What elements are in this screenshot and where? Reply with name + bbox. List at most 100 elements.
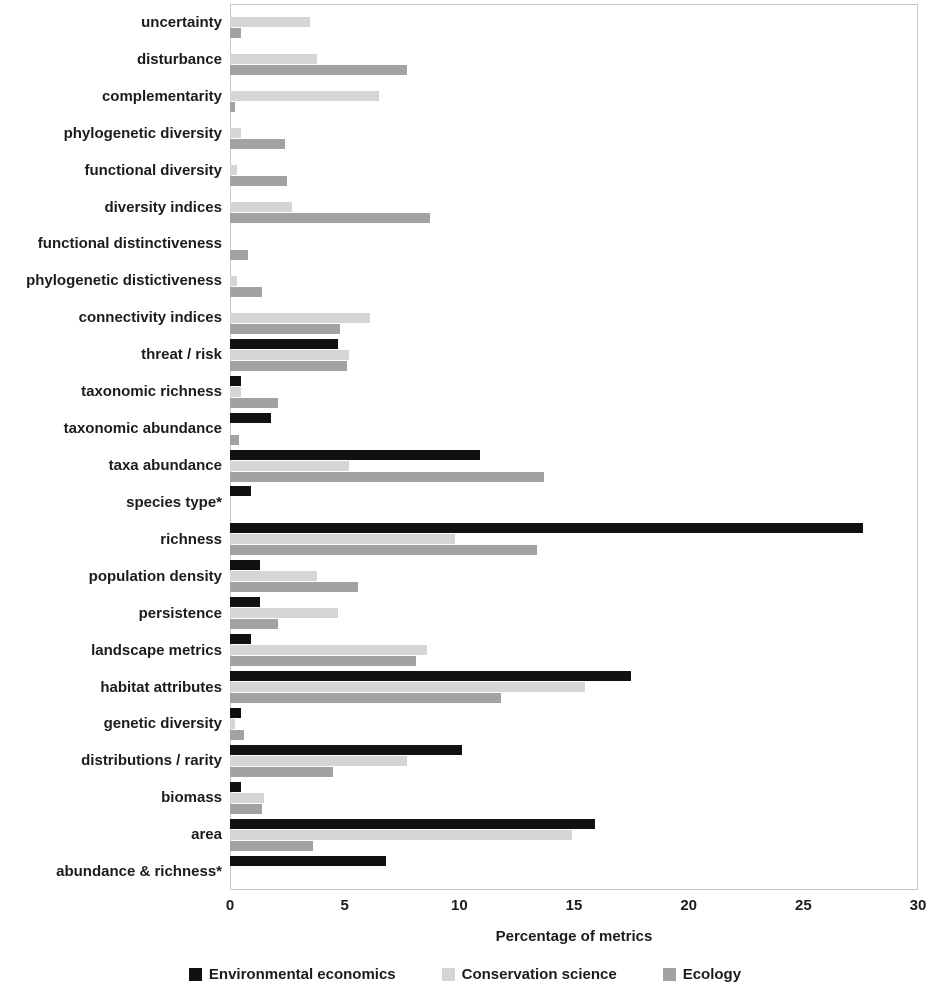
- bar-conservation-science: [230, 128, 242, 139]
- x-tick-label: 20: [680, 897, 697, 914]
- bar-group: [230, 6, 918, 39]
- category-label: genetic diversity: [103, 715, 222, 733]
- bar-group: [230, 302, 918, 334]
- category-label: richness: [160, 530, 222, 548]
- bar-ecology: [230, 360, 347, 371]
- category-label: abundance & richness*: [56, 863, 222, 881]
- bar-group: [230, 375, 918, 408]
- legend-swatch-icon: [441, 968, 455, 981]
- bar-conservation-science: [230, 275, 237, 286]
- legend-item-ecology: Ecology: [662, 966, 742, 983]
- category-label: biomass: [161, 789, 222, 807]
- category-label: complementarity: [101, 87, 222, 105]
- bar-ecology: [230, 545, 538, 556]
- bar-group: [230, 228, 918, 260]
- bar-group: [230, 265, 918, 297]
- bar-group: [230, 154, 918, 187]
- bar-ecology: [230, 729, 244, 740]
- x-tick-label: 5: [340, 897, 349, 914]
- bar-ecology: [230, 139, 286, 150]
- bar-ecology: [230, 803, 263, 814]
- category-row-species-type: species type*: [0, 484, 930, 521]
- category-row-disturbance: disturbance: [0, 41, 930, 78]
- bar-environmental-economics: [230, 560, 260, 571]
- category-row-phylogenetic-distictiveness: phylogenetic distictiveness: [0, 262, 930, 299]
- x-tick-label: 0: [225, 897, 235, 914]
- category-label: population density: [88, 567, 222, 585]
- bar-group: [230, 855, 918, 888]
- x-tick-label: 25: [794, 897, 812, 914]
- bar-conservation-science: [230, 312, 370, 323]
- legend-label: Ecology: [682, 966, 742, 983]
- bar-environmental-economics: [230, 412, 272, 423]
- bar-conservation-science: [230, 829, 572, 840]
- bar-ecology: [230, 213, 430, 224]
- category-label: phylogenetic diversity: [63, 124, 222, 142]
- x-axis-title: Percentage of metrics: [495, 928, 653, 945]
- category-label: uncertainty: [141, 13, 222, 31]
- bar-conservation-science: [230, 571, 318, 582]
- category-row-taxa-abundance: taxa abundance: [0, 447, 930, 484]
- bar-environmental-economics: [230, 449, 480, 460]
- category-row-distributions-rarity: distributions / rarity: [0, 742, 930, 779]
- category-label: taxa abundance: [108, 457, 222, 475]
- category-label: persistence: [138, 604, 222, 622]
- category-label: disturbance: [136, 50, 222, 68]
- category-label: phylogenetic distictiveness: [26, 272, 222, 290]
- bar-ecology: [230, 286, 263, 297]
- legend-swatch-icon: [188, 968, 202, 981]
- bar-group: [230, 781, 918, 814]
- bar-group: [230, 412, 918, 445]
- bar-environmental-economics: [230, 855, 386, 866]
- bar-group: [230, 671, 918, 704]
- bar-ecology: [230, 693, 501, 704]
- bar-group: [230, 338, 918, 371]
- bar-ecology: [230, 102, 235, 113]
- bar-conservation-science: [230, 165, 237, 176]
- category-row-diversity-indices: diversity indices: [0, 189, 930, 226]
- bar-ecology: [230, 397, 279, 408]
- bar-conservation-science: [230, 91, 380, 102]
- category-row-threat-risk: threat / risk: [0, 336, 930, 373]
- category-label: diversity indices: [104, 198, 222, 216]
- bar-conservation-science: [230, 460, 350, 471]
- bar-conservation-science: [230, 718, 235, 729]
- x-axis: 0 5 10 15 20 25 30: [226, 897, 927, 917]
- bar-group: [230, 80, 918, 113]
- bar-ecology: [230, 434, 240, 445]
- category-label: threat / risk: [141, 346, 222, 364]
- bar-conservation-science: [230, 17, 311, 28]
- bar-environmental-economics: [230, 671, 632, 682]
- bar-group: [230, 634, 918, 667]
- legend-label: Conservation science: [461, 966, 617, 983]
- category-row-genetic-diversity: genetic diversity: [0, 706, 930, 743]
- category-row-persistence: persistence: [0, 595, 930, 632]
- bar-group: [230, 560, 918, 593]
- bar-group: [230, 744, 918, 777]
- category-row-landscape-metrics: landscape metrics: [0, 632, 930, 669]
- legend-item-conservation-science: Conservation science: [441, 966, 617, 983]
- bar-group: [230, 523, 918, 556]
- legend: Environmental economics Conservation scie…: [0, 966, 930, 983]
- bar-environmental-economics: [230, 523, 863, 534]
- category-row-connectivity-indices: connectivity indices: [0, 299, 930, 336]
- category-label: functional diversity: [84, 161, 222, 179]
- category-row-taxonomic-abundance: taxonomic abundance: [0, 410, 930, 447]
- bar-ecology: [230, 176, 288, 187]
- bar-conservation-science: [230, 349, 350, 360]
- x-tick-label: 15: [565, 897, 583, 914]
- bar-group: [230, 818, 918, 851]
- bar-environmental-economics: [230, 375, 242, 386]
- bar-ecology: [230, 323, 341, 334]
- bar-ecology: [230, 65, 407, 76]
- bar-conservation-science: [230, 755, 407, 766]
- bar-ecology: [230, 28, 242, 39]
- bar-conservation-science: [230, 792, 265, 803]
- category-label: distributions / rarity: [81, 752, 222, 770]
- bar-group: [230, 43, 918, 76]
- category-row-phylogenetic-diversity: phylogenetic diversity: [0, 115, 930, 152]
- bar-conservation-science: [230, 386, 242, 397]
- bar-ecology: [230, 840, 313, 851]
- category-label: taxonomic abundance: [63, 420, 222, 438]
